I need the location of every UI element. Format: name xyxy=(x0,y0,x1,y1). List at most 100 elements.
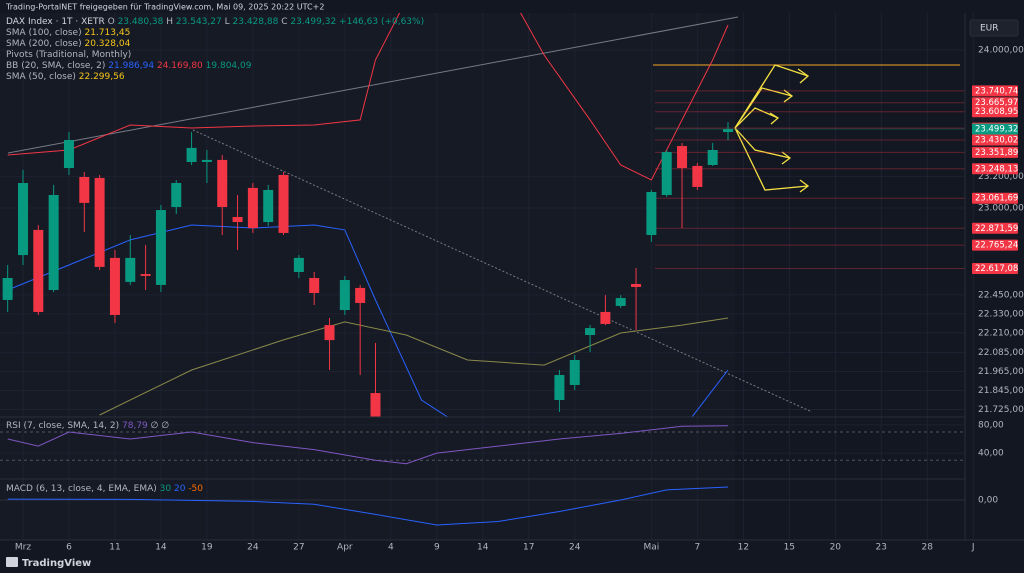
candle-body xyxy=(94,177,105,267)
candle-body xyxy=(2,277,13,300)
x-tick-label: 15 xyxy=(784,543,795,553)
candle-body xyxy=(263,189,274,223)
candle-body xyxy=(309,277,320,293)
y-tick-label: 23.200,00 xyxy=(978,172,1024,182)
x-tick-label: 11 xyxy=(109,543,120,553)
x-tick-label: 20 xyxy=(830,543,842,553)
share-note: Trading-PortalNET freigegeben für Tradin… xyxy=(5,3,324,12)
price-label-box xyxy=(972,85,1018,97)
y-tick-label: 21.965,00 xyxy=(978,367,1024,377)
price-label: 22.871,59 xyxy=(975,224,1018,234)
macd-name: MACD (6, 13, close, 4, EMA, EMA) xyxy=(6,484,157,494)
price-label-box xyxy=(972,146,1018,158)
x-tick-label: 23 xyxy=(876,543,887,553)
candle-body xyxy=(48,195,59,290)
candle-body xyxy=(232,216,243,223)
indicator-line xyxy=(7,224,729,417)
price-label-box xyxy=(972,163,1018,175)
price-label-box xyxy=(972,134,1018,146)
candle-body xyxy=(723,129,734,133)
ohlc-key: H xyxy=(166,17,173,27)
trendline xyxy=(7,16,739,154)
ohlc-value: 23.428,88 xyxy=(233,17,279,27)
y-tick-label: 21.725,00 xyxy=(978,405,1024,415)
candle-body xyxy=(140,274,151,276)
currency-box[interactable] xyxy=(969,19,1019,37)
candle-body xyxy=(125,257,136,282)
price-label: 23.608,95 xyxy=(975,107,1018,117)
indicator-value: 21.713,45 xyxy=(84,28,130,38)
indicator-line xyxy=(7,13,729,181)
ohlc-key: C xyxy=(281,17,287,27)
macd-value: 20 xyxy=(174,484,186,494)
indicator-value: 24.169,80 xyxy=(157,61,203,71)
candle-body xyxy=(600,311,611,324)
candle-body xyxy=(293,257,304,272)
x-tick-label: 14 xyxy=(477,543,489,553)
candle-body xyxy=(17,183,28,256)
price-label: 23.351,89 xyxy=(975,148,1018,158)
trendline xyxy=(192,129,813,413)
top-bar xyxy=(0,0,1024,13)
rsi-value: 78,79 xyxy=(122,421,148,431)
rsi-line xyxy=(7,425,729,465)
y-tick-label: 23.000,00 xyxy=(978,203,1024,213)
rsi-tick-label: 40,00 xyxy=(978,449,1004,459)
x-tick-label: 6 xyxy=(66,543,72,553)
candle-body xyxy=(186,147,197,162)
plot xyxy=(0,13,965,526)
price-label: 23.499,32 xyxy=(975,125,1018,135)
macd-tick-label: 0,00 xyxy=(978,495,998,505)
candle-body xyxy=(217,159,228,208)
ohlc-value: 23.480,38 xyxy=(118,17,164,27)
macd-line xyxy=(7,486,729,526)
indicator-name: SMA (100, close) xyxy=(6,28,82,38)
price-label: 23.740,74 xyxy=(975,86,1018,96)
macd-legend: MACD (6, 13, close, 4, EMA, EMA) 30 20 -… xyxy=(6,484,203,494)
candle-body xyxy=(278,174,289,233)
ohlc-value: 23.499,32 xyxy=(290,17,336,27)
ohlc-value: 23.543,27 xyxy=(176,17,222,27)
x-tick-label: 14 xyxy=(155,543,167,553)
price-label: 23.430,02 xyxy=(975,136,1018,146)
legend-line: Pivots (Traditional, Monthly) xyxy=(6,50,131,60)
price-label-box xyxy=(972,97,1018,109)
candle-body xyxy=(324,325,335,341)
x-tick-label: J xyxy=(971,543,975,553)
indicator-name: Pivots (Traditional, Monthly) xyxy=(6,50,131,60)
x-tick-label: 28 xyxy=(922,543,934,553)
price-label-box xyxy=(972,106,1018,118)
currency[interactable]: EUR xyxy=(980,24,999,34)
y-tick-label: 24.000,00 xyxy=(978,45,1024,55)
rsi-extra: ∅ ∅ xyxy=(151,421,170,431)
legend-line: BB (20, SMA, close, 2) 21.986,94 24.169,… xyxy=(6,61,252,71)
candle-body xyxy=(339,280,350,311)
candle-body xyxy=(201,159,212,162)
price-label: 23.665,97 xyxy=(975,98,1018,108)
candle-body xyxy=(677,146,688,168)
change: +146,63 (+0,63%) xyxy=(339,17,424,27)
rsi-legend: RSI (7, close, SMA, 14, 2) 78,79 ∅ ∅ xyxy=(6,421,169,431)
price-label-box xyxy=(972,192,1018,204)
y-tick-label: 22.330,00 xyxy=(978,309,1024,319)
candle-body xyxy=(692,165,703,187)
y-tick-label: 22.085,00 xyxy=(978,348,1024,358)
candle-body xyxy=(554,375,565,400)
y-tick-label: 22.450,00 xyxy=(978,290,1024,300)
indicator-value: 20.328,04 xyxy=(84,39,130,49)
indicator-name: BB (20, SMA, close, 2) xyxy=(6,61,105,71)
price-label: 22.765,24 xyxy=(975,241,1018,251)
candle-body xyxy=(33,229,44,312)
y-tick-label: 21.845,00 xyxy=(978,386,1024,396)
indicator-value: 22.299,56 xyxy=(79,72,125,82)
x-tick-label: 7 xyxy=(694,543,700,553)
ohlc-key: O xyxy=(108,17,115,27)
candle-body xyxy=(63,140,74,168)
price-label: 23.061,69 xyxy=(975,194,1018,204)
indicator-name: SMA (50, close) xyxy=(6,72,76,82)
logo xyxy=(6,557,18,567)
candle-body xyxy=(370,393,381,417)
candle-body xyxy=(247,187,258,229)
legend-line: DAX Index · 1T · XETR O 23.480,38 H 23.5… xyxy=(6,17,424,27)
